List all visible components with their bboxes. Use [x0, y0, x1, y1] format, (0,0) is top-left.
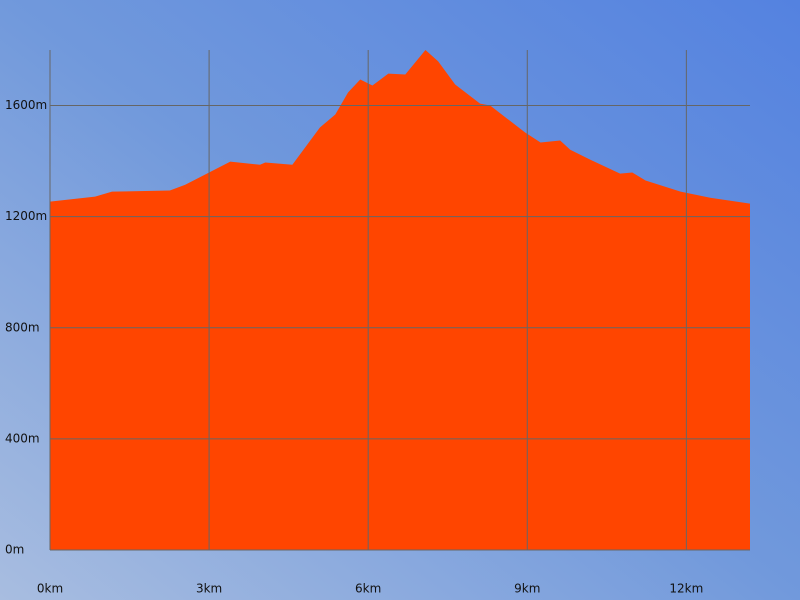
x-tick-label: 0km [37, 582, 63, 596]
y-tick-label: 800m [5, 320, 40, 334]
plot-area: 0m 400m 800m 1200m 1600m 0km 3km 6km 9km 12km [5, 50, 750, 596]
x-tick-label: 6km [355, 582, 381, 596]
y-tick-label: 1600m [5, 98, 47, 112]
x-tick-label: 12km [669, 582, 703, 596]
y-tick-label: 400m [5, 431, 40, 445]
y-tick-label: 1200m [5, 209, 47, 223]
x-tick-label: 3km [196, 582, 222, 596]
elevation-area [50, 50, 750, 550]
y-tick-label: 0m [5, 543, 24, 557]
x-tick-label: 9km [514, 582, 540, 596]
